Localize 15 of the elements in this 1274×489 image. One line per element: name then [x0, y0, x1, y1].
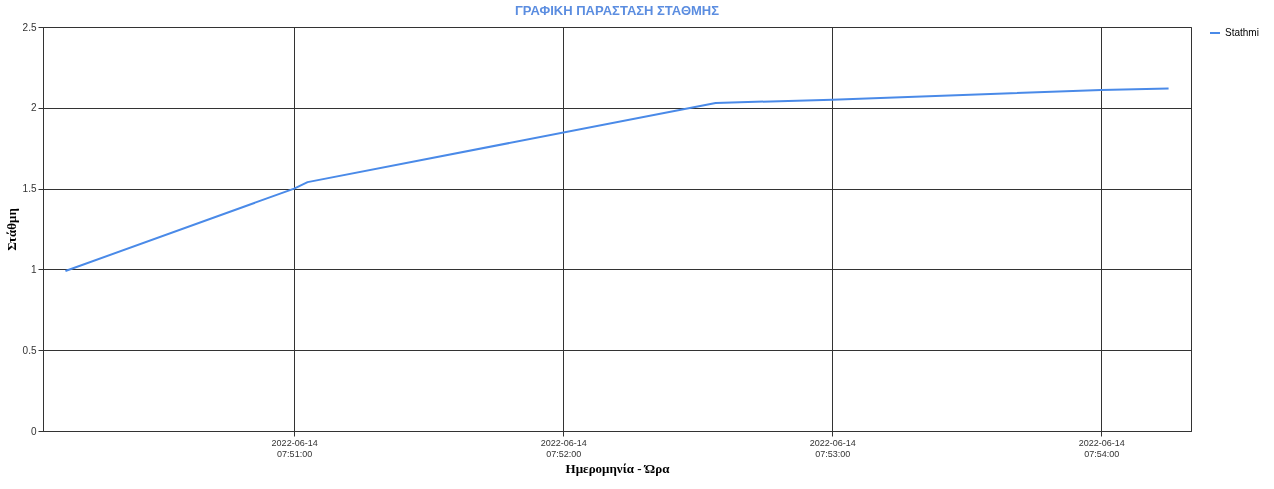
- line-series: [64, 87, 1170, 273]
- y-tick-label: 1.5: [22, 183, 37, 195]
- x-tick-label: 2022-06-14 07:54:00: [1078, 437, 1125, 459]
- chart-title: ΓΡΑΦΙΚΗ ΠΑΡΑΣΤΑΣΗ ΣΤΑΘΜΗΣ: [514, 3, 720, 18]
- y-tick-label: 2: [30, 102, 37, 114]
- x-tick-label: 2022-06-14 07:52:00: [540, 437, 587, 459]
- x-axis-title: Ημερομηνία - Ώρα: [565, 460, 671, 476]
- legend-label: Stathmi: [1225, 27, 1259, 38]
- y-tick-label: 0: [30, 425, 37, 437]
- x-tick-label: 2022-06-14 07:53:00: [809, 437, 856, 459]
- y-axis-title: Στάθμη: [3, 208, 19, 251]
- y-tick-label: 2.5: [22, 21, 37, 33]
- y-tick-label: 1: [30, 263, 37, 275]
- y-tick-label: 0.5: [22, 344, 37, 356]
- x-tick-label: 2022-06-14 07:51:00: [271, 437, 318, 459]
